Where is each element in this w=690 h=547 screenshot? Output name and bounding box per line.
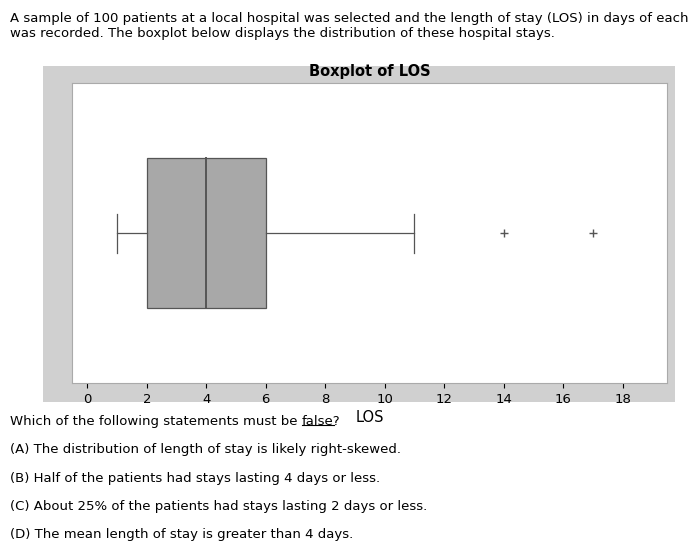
- Text: (B) Half of the patients had stays lasting 4 days or less.: (B) Half of the patients had stays lasti…: [10, 472, 380, 485]
- Text: false?: false?: [302, 415, 341, 428]
- Text: (A) The distribution of length of stay is likely right-skewed.: (A) The distribution of length of stay i…: [10, 443, 402, 456]
- X-axis label: LOS: LOS: [355, 410, 384, 425]
- Text: false: false: [0, 546, 1, 547]
- Text: Which of the following statements must be: Which of the following statements must b…: [10, 415, 302, 428]
- Text: (D) The mean length of stay is greater than 4 days.: (D) The mean length of stay is greater t…: [10, 528, 353, 542]
- Text: was recorded. The boxplot below displays the distribution of these hospital stay: was recorded. The boxplot below displays…: [10, 27, 555, 40]
- Title: Boxplot of LOS: Boxplot of LOS: [309, 64, 431, 79]
- Text: (C) About 25% of the patients had stays lasting 2 days or less.: (C) About 25% of the patients had stays …: [10, 500, 428, 513]
- Text: A sample of 100 patients at a local hospital was selected and the length of stay: A sample of 100 patients at a local hosp…: [10, 12, 689, 25]
- Bar: [147, 158, 266, 308]
